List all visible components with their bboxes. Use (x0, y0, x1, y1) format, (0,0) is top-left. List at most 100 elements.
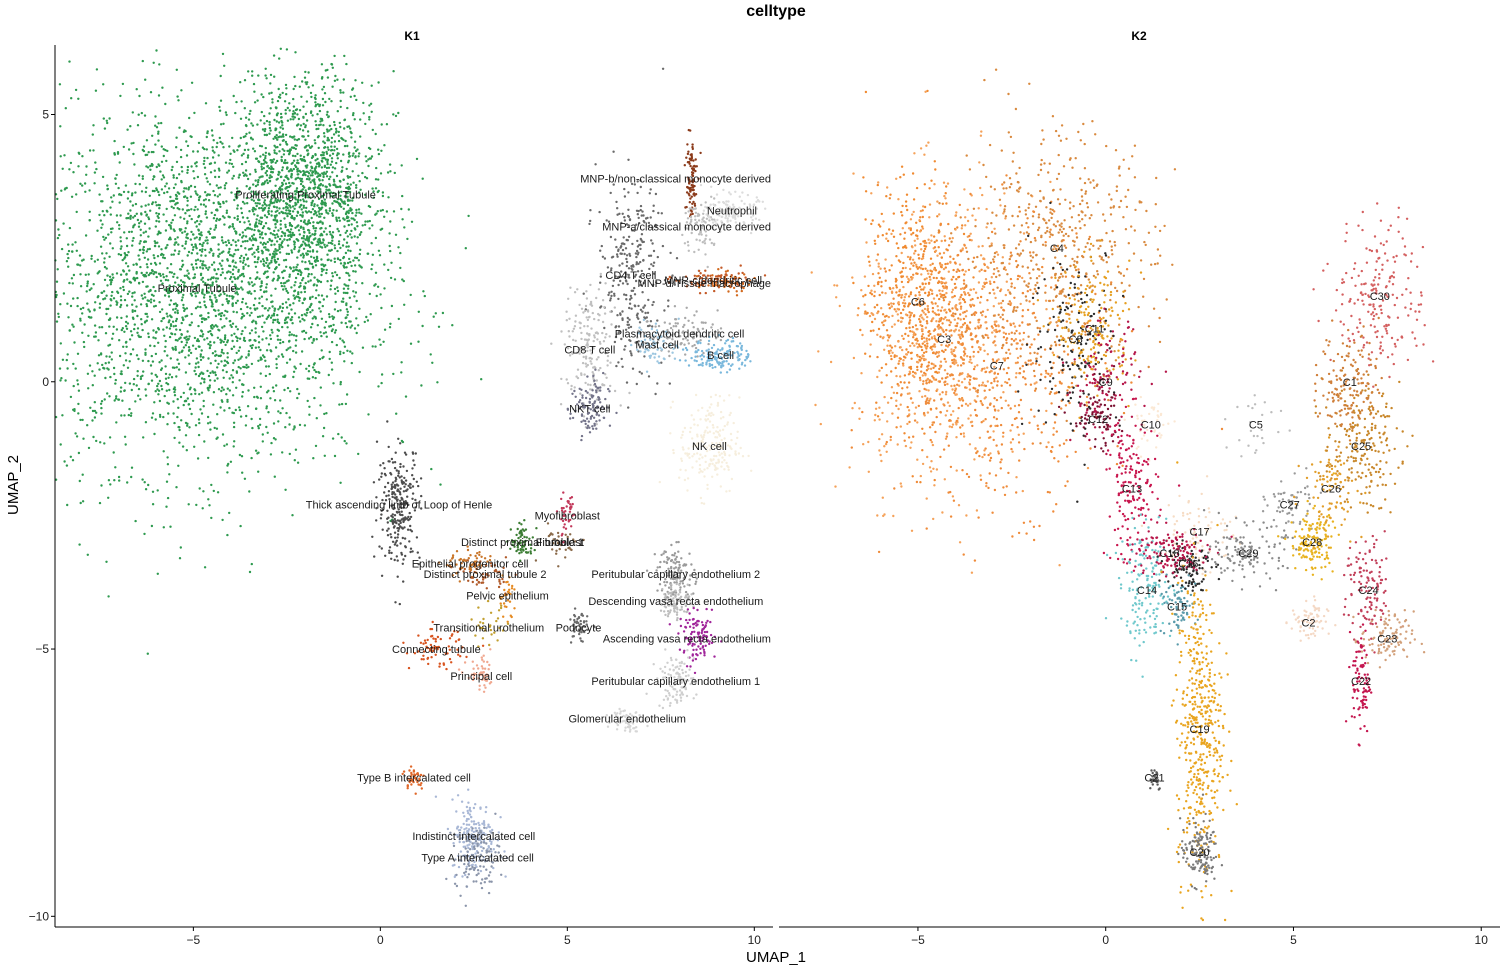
point (386, 529, 389, 532)
point (345, 308, 349, 311)
point (320, 212, 323, 216)
point (684, 590, 688, 594)
point (288, 102, 291, 105)
point (219, 318, 222, 321)
point (480, 581, 483, 584)
point (143, 481, 146, 484)
point (223, 64, 226, 68)
point (209, 324, 213, 328)
point (308, 260, 311, 263)
point (234, 301, 238, 305)
point (393, 278, 397, 281)
point (273, 250, 276, 253)
point (162, 253, 165, 257)
point (311, 155, 315, 158)
point (160, 319, 163, 323)
point (206, 242, 209, 245)
point (155, 49, 158, 52)
point (173, 436, 176, 440)
point (138, 242, 141, 245)
point (242, 314, 246, 317)
point (417, 634, 420, 637)
point (203, 156, 206, 160)
point (109, 375, 112, 379)
point (302, 115, 305, 119)
point (135, 354, 139, 357)
point (258, 219, 261, 222)
point (254, 168, 257, 171)
point (355, 299, 358, 303)
point (378, 545, 381, 548)
point (312, 224, 315, 228)
point (215, 280, 218, 283)
point (409, 524, 412, 528)
point (151, 178, 155, 181)
point (256, 99, 259, 102)
point (129, 209, 132, 212)
point (132, 236, 135, 240)
point (162, 526, 165, 529)
point (146, 315, 149, 318)
point (290, 333, 293, 336)
point (160, 188, 164, 191)
point (202, 490, 205, 493)
point (301, 260, 304, 263)
point (228, 511, 231, 515)
point (206, 131, 209, 135)
point (265, 276, 269, 279)
point (301, 180, 304, 183)
point (258, 315, 262, 318)
point (264, 222, 268, 225)
point (217, 248, 220, 251)
point (338, 179, 342, 183)
point (71, 459, 75, 462)
point (334, 127, 338, 131)
point (102, 290, 106, 293)
point (358, 233, 362, 237)
point (387, 460, 390, 463)
point (330, 141, 333, 144)
point (303, 287, 306, 290)
point (281, 91, 284, 95)
point (292, 302, 295, 305)
point (174, 193, 178, 197)
point (285, 265, 288, 268)
point (403, 476, 406, 480)
point (240, 332, 243, 336)
point (214, 277, 218, 280)
point (318, 371, 321, 374)
point (343, 345, 347, 348)
point (147, 332, 150, 335)
point (155, 275, 158, 279)
point (180, 299, 184, 302)
point (194, 190, 197, 193)
point (350, 324, 354, 327)
point (369, 313, 372, 316)
point (188, 277, 191, 280)
point (173, 366, 176, 369)
point (480, 656, 483, 659)
point (397, 472, 400, 475)
point (262, 162, 265, 165)
point (265, 216, 269, 219)
point (309, 174, 312, 177)
point (361, 282, 364, 285)
point (285, 348, 288, 352)
point (198, 236, 202, 240)
point (261, 226, 265, 230)
point (230, 325, 233, 329)
point (145, 214, 148, 217)
point (281, 181, 284, 185)
point (272, 167, 275, 171)
point (206, 415, 210, 419)
point (337, 139, 341, 143)
point (235, 266, 238, 269)
point (294, 448, 298, 451)
point (346, 313, 349, 317)
point (291, 322, 294, 325)
point (177, 243, 180, 246)
point (331, 66, 334, 70)
point (486, 660, 489, 664)
point (571, 502, 574, 506)
